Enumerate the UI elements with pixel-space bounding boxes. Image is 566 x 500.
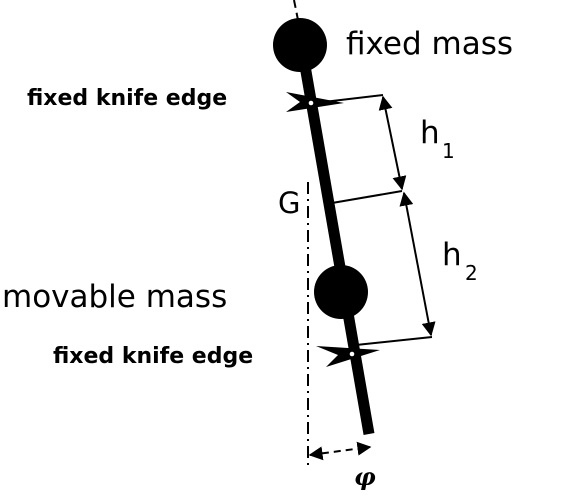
extension-line-middle bbox=[331, 190, 403, 204]
h2-subscript: 2 bbox=[465, 261, 478, 285]
h1-subscript: 1 bbox=[442, 139, 455, 163]
movable-mass-label: movable mass bbox=[2, 279, 227, 315]
h2-label: h bbox=[442, 237, 462, 273]
axis-extension-line bbox=[293, 0, 299, 21]
h1-label: h bbox=[420, 115, 440, 151]
angle-phi-label: φ bbox=[354, 462, 376, 491]
angle-indicator-arrow bbox=[308, 441, 372, 461]
fixed-knife-edge-bottom-label: fixed knife edge bbox=[53, 344, 253, 369]
pivot-point-top bbox=[308, 100, 314, 106]
fixed-mass-label: fixed mass bbox=[346, 26, 513, 62]
pivot-point-bottom bbox=[349, 351, 355, 357]
fixed-knife-edge-top-label: fixed knife edge bbox=[27, 86, 227, 111]
fixed-mass bbox=[273, 18, 327, 72]
movable-mass bbox=[314, 265, 368, 319]
pendulum-rod bbox=[298, 59, 375, 435]
h2-dimension-line bbox=[399, 191, 436, 337]
center-of-gravity-label: G bbox=[278, 186, 300, 220]
extension-line-bottom bbox=[355, 336, 433, 346]
extension-line-top bbox=[314, 94, 384, 104]
h1-dimension-line bbox=[378, 95, 407, 191]
fixed-knife-edge-bottom bbox=[316, 346, 380, 367]
